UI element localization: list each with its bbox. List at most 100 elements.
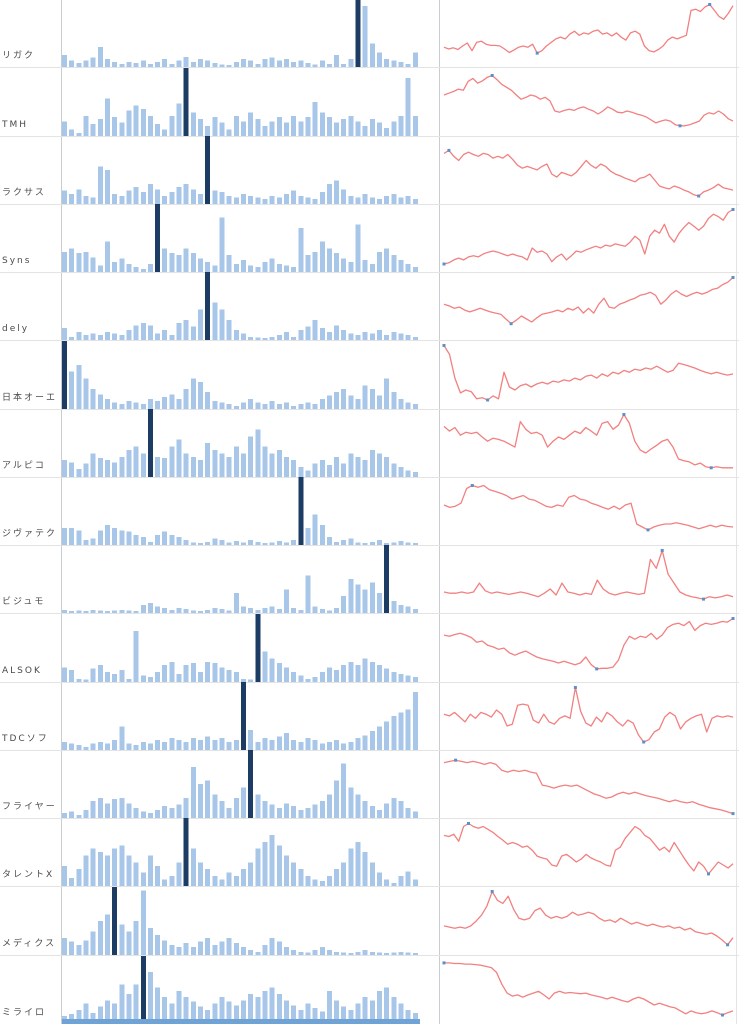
stock-name-label[interactable]: タレントX <box>2 870 55 881</box>
volume-bar <box>312 739 318 750</box>
stock-name-label[interactable]: フライヤー <box>2 802 57 813</box>
stock-name-label[interactable]: ジヴァテク <box>2 529 58 540</box>
volume-bar <box>147 541 153 546</box>
volume-bar <box>190 111 196 136</box>
stock-row: リガク <box>0 0 739 69</box>
volume-bar <box>155 456 161 477</box>
price-line-chart[interactable] <box>440 956 739 1024</box>
volume-bar <box>126 678 132 682</box>
max-point-marker <box>467 822 470 826</box>
price-line-chart[interactable] <box>440 410 739 478</box>
volume-bar <box>104 743 110 750</box>
volume-bar <box>162 128 168 136</box>
volume-bar <box>219 609 225 614</box>
price-line-chart[interactable] <box>440 478 739 546</box>
volume-bar <box>169 253 175 273</box>
volume-bar <box>312 949 318 955</box>
stock-name-label[interactable]: メディクス <box>2 938 57 949</box>
volume-bar-chart[interactable] <box>62 750 420 819</box>
price-line-chart[interactable] <box>440 546 739 614</box>
volume-bar <box>140 108 146 136</box>
volume-bar <box>348 262 354 273</box>
price-line-chart[interactable] <box>440 614 739 682</box>
volume-bar-chart[interactable] <box>62 477 420 546</box>
volume-bar <box>97 530 103 546</box>
price-line-chart[interactable] <box>440 819 739 887</box>
stock-name-label[interactable]: 日本オーエ <box>2 392 58 403</box>
volume-bar <box>362 589 368 614</box>
volume-bar-chart[interactable] <box>62 818 420 887</box>
stock-name-label[interactable]: ビジュモ <box>2 597 46 608</box>
volume-bar <box>312 403 318 409</box>
volume-bar <box>133 630 139 682</box>
volume-bar-chart[interactable] <box>62 340 420 409</box>
price-line-chart[interactable] <box>440 887 739 955</box>
volume-bar <box>276 197 282 204</box>
volume-bar <box>83 539 89 546</box>
volume-bar-chart[interactable] <box>62 613 420 682</box>
volume-bar-chart[interactable] <box>62 886 420 955</box>
price-line-chart[interactable] <box>440 273 739 341</box>
stock-row: 日本オーエ <box>0 340 739 410</box>
stock-name-label[interactable]: ミライロ <box>2 1007 47 1018</box>
volume-bar <box>369 862 375 887</box>
stock-name-label[interactable]: アルピコ <box>2 460 46 471</box>
volume-bar <box>104 856 110 887</box>
volume-bar <box>326 610 332 614</box>
volume-bar-chart[interactable] <box>62 204 420 273</box>
volume-bar-chart[interactable] <box>62 408 420 477</box>
volume-bar <box>140 60 146 68</box>
volume-bar <box>69 371 75 409</box>
price-line-chart[interactable] <box>440 137 739 205</box>
volume-bar-chart[interactable] <box>62 545 420 614</box>
stock-name-label[interactable]: ALSOK <box>2 665 42 676</box>
highlighted-bar <box>241 681 246 750</box>
volume-bar-chart[interactable] <box>62 955 420 1024</box>
volume-bar <box>348 661 354 682</box>
volume-bar <box>326 990 332 1020</box>
volume-bar <box>377 810 383 819</box>
volume-bar <box>169 191 175 204</box>
price-line-chart[interactable] <box>440 205 739 273</box>
volume-bar-chart[interactable] <box>62 681 420 750</box>
stock-name-label[interactable]: リガク <box>2 51 36 62</box>
volume-bar <box>212 400 218 409</box>
price-line-chart[interactable] <box>440 683 739 751</box>
volume-bar <box>190 1001 196 1020</box>
stock-name-label[interactable]: ラクサス <box>2 187 46 198</box>
volume-bar <box>319 524 325 546</box>
volume-bar <box>248 608 254 614</box>
stock-name-label[interactable]: Syns <box>2 256 32 267</box>
volume-bar <box>212 190 218 204</box>
volume-bar <box>319 1011 325 1020</box>
volume-bar <box>112 799 118 819</box>
volume-bar <box>305 678 311 682</box>
volume-bar-chart[interactable] <box>62 135 420 204</box>
price-line-chart[interactable] <box>440 341 739 409</box>
volume-bar <box>176 946 182 955</box>
volume-bar <box>162 879 168 887</box>
volume-bar <box>241 869 246 887</box>
volume-bar <box>176 804 182 819</box>
volume-bar <box>341 596 347 614</box>
volume-bar <box>255 951 261 955</box>
volume-bar-chart[interactable] <box>62 67 420 136</box>
volume-bar <box>291 337 297 341</box>
volume-bar <box>348 579 354 614</box>
volume-bar <box>334 780 340 819</box>
volume-bar <box>255 997 261 1020</box>
stock-name-label[interactable]: TMH <box>2 119 29 130</box>
price-line-chart[interactable] <box>440 751 739 819</box>
volume-bar-chart[interactable] <box>62 272 420 341</box>
stock-name-label[interactable]: dely <box>2 324 30 335</box>
volume-bar-chart[interactable] <box>62 0 420 68</box>
volume-bar <box>147 325 153 341</box>
volume-bar <box>198 941 204 955</box>
volume-bar <box>140 453 146 477</box>
stock-name-label[interactable]: TDCソフ <box>2 733 49 744</box>
volume-bar <box>276 449 282 477</box>
price-line-chart[interactable] <box>440 68 739 136</box>
price-line-chart[interactable] <box>440 0 739 68</box>
volume-bar <box>248 436 254 477</box>
volume-bar <box>190 767 196 819</box>
